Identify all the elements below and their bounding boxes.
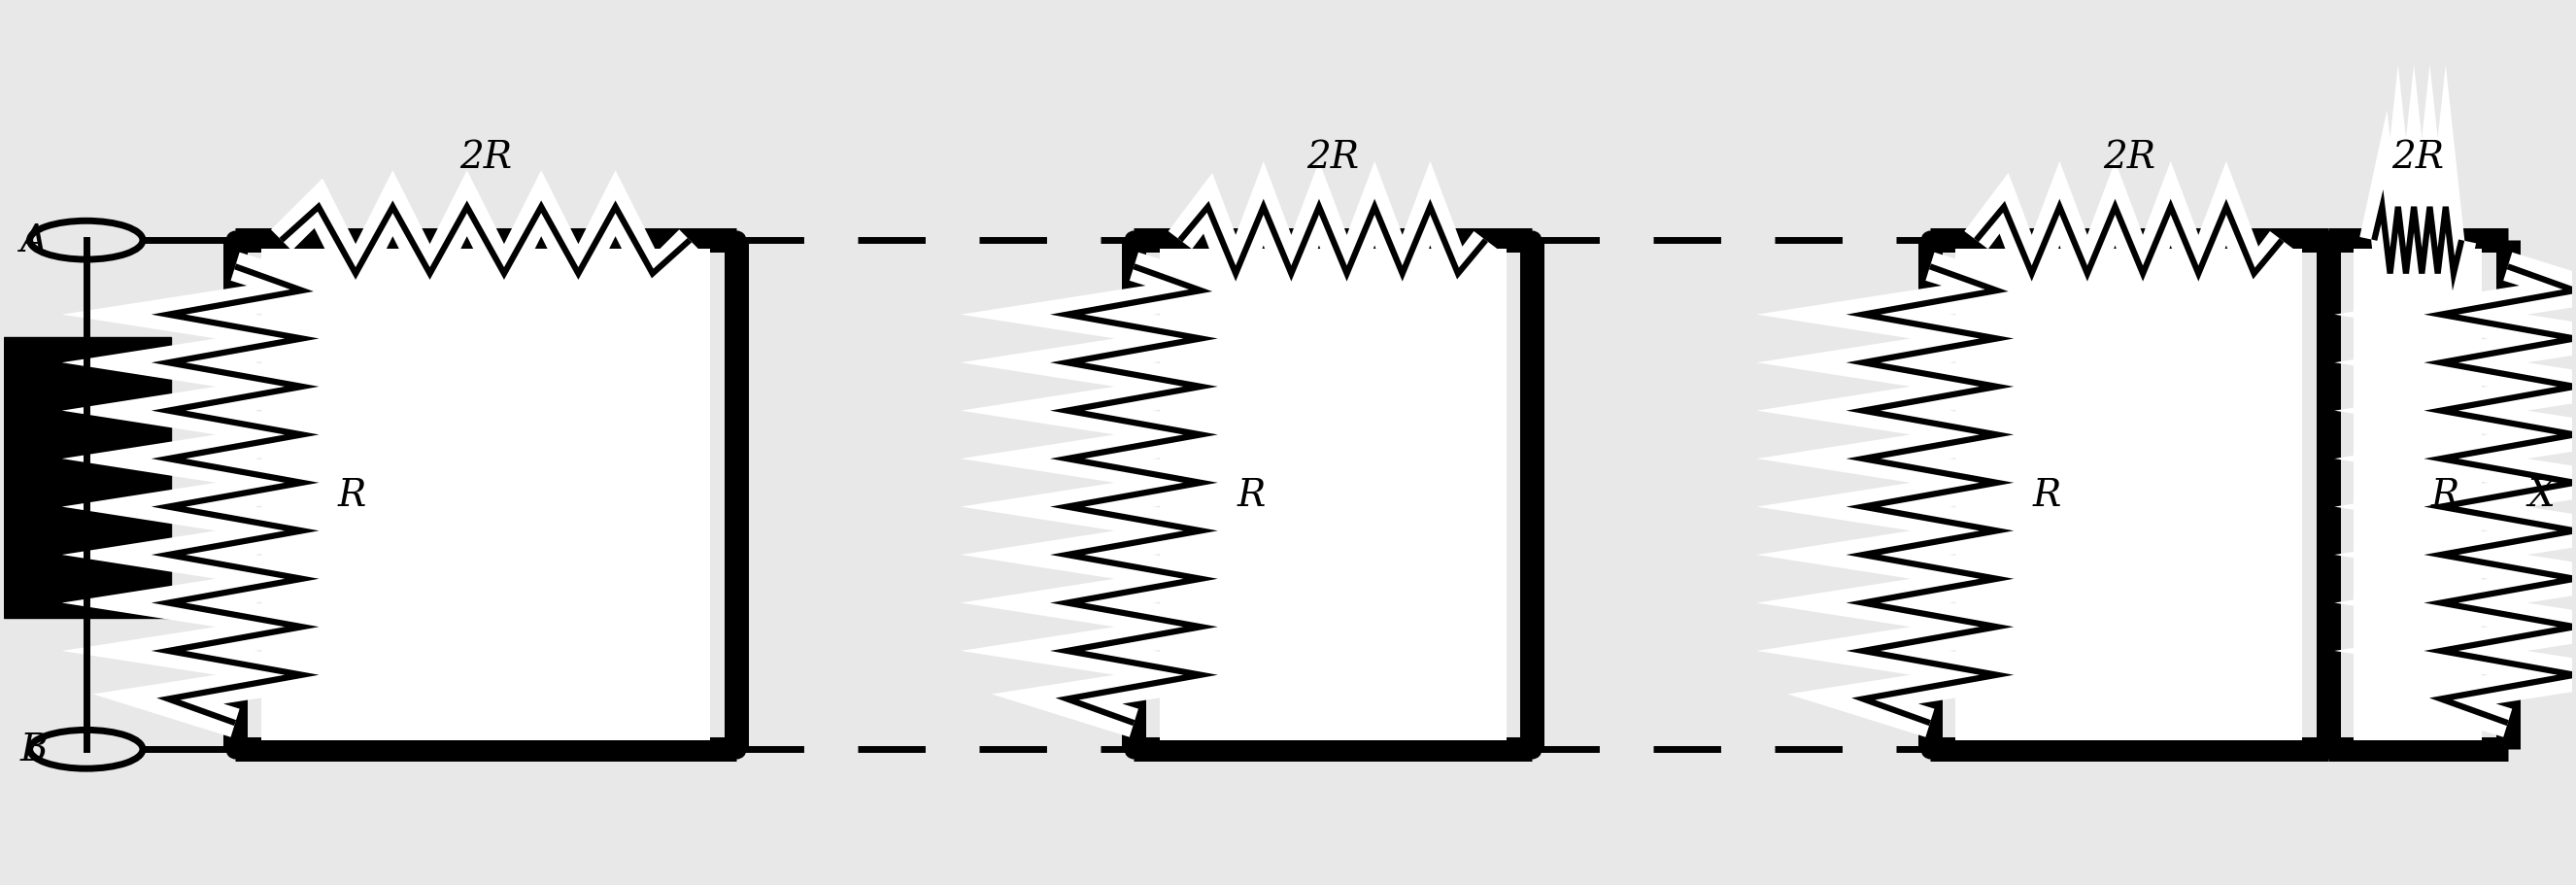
Text: R: R xyxy=(1236,477,1265,513)
Point xyxy=(716,743,757,757)
Text: 2R: 2R xyxy=(459,140,513,175)
Point xyxy=(2308,743,2349,757)
Point xyxy=(1113,743,1154,757)
Bar xyxy=(2354,250,2483,741)
Text: B: B xyxy=(21,732,49,767)
Text: R: R xyxy=(2032,477,2061,513)
Bar xyxy=(260,250,711,741)
Text: X: X xyxy=(2527,477,2555,513)
Point xyxy=(1909,743,1950,757)
Point xyxy=(2308,234,2349,248)
Text: 2R: 2R xyxy=(2102,140,2156,175)
Point xyxy=(1512,743,1553,757)
Point xyxy=(1512,234,1553,248)
Text: A: A xyxy=(21,223,49,258)
Point xyxy=(214,743,255,757)
Text: R: R xyxy=(2432,477,2460,513)
Text: 2R: 2R xyxy=(2391,140,2445,175)
Bar xyxy=(1159,250,1507,741)
Point xyxy=(716,234,757,248)
Point xyxy=(214,234,255,248)
Text: 2R: 2R xyxy=(1306,140,1360,175)
Point xyxy=(1909,234,1950,248)
Point xyxy=(1113,234,1154,248)
Bar xyxy=(5,337,170,618)
Bar xyxy=(1955,250,2303,741)
Text: R: R xyxy=(337,477,366,513)
